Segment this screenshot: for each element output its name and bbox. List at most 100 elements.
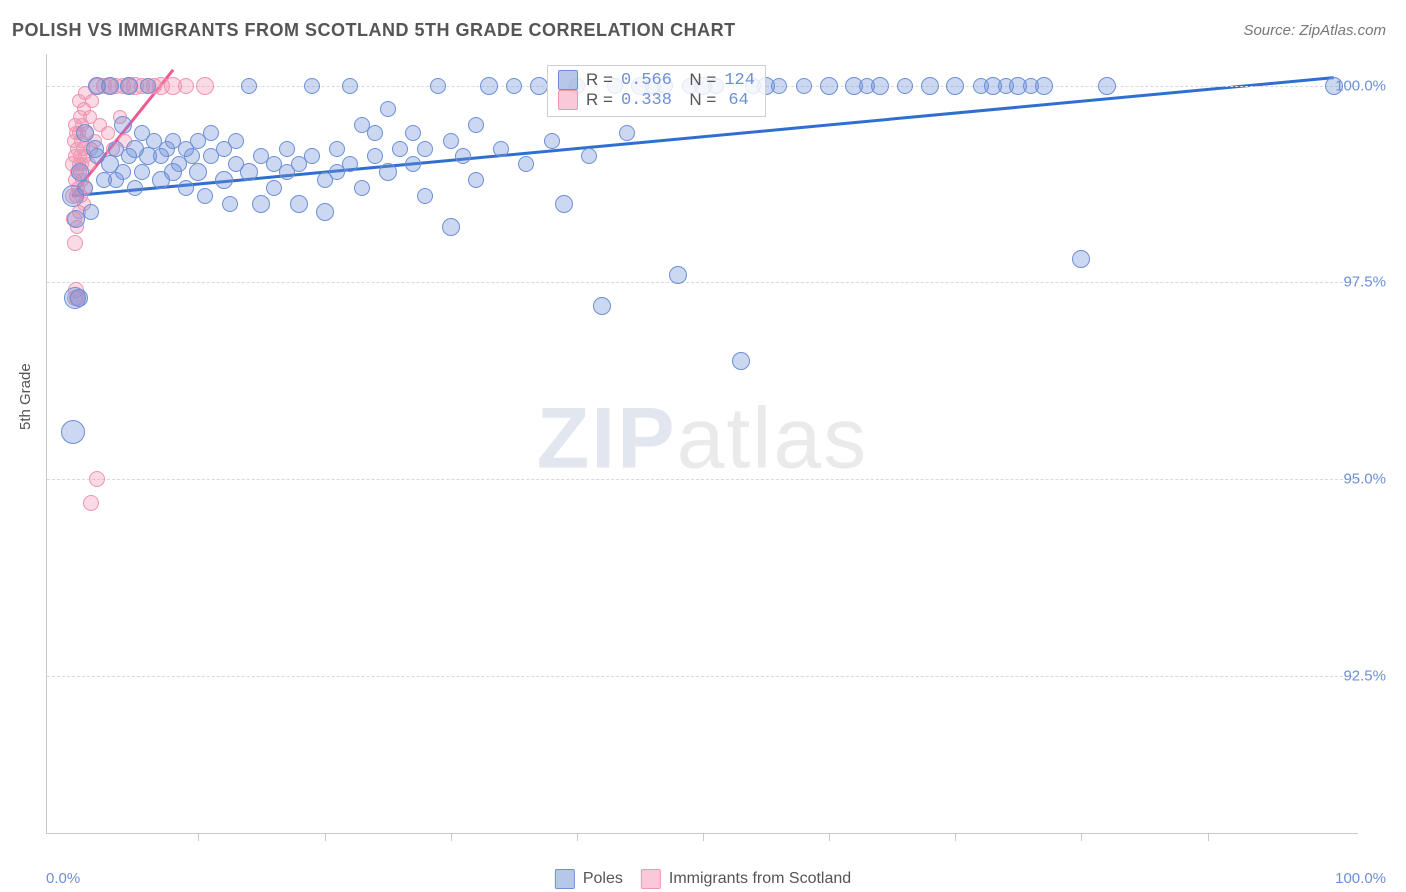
data-point	[1072, 250, 1090, 268]
watermark-part2: atlas	[677, 390, 869, 486]
y-axis-label: 5th Grade	[17, 363, 34, 430]
data-point	[405, 125, 421, 141]
data-point	[921, 77, 939, 95]
data-point	[197, 188, 213, 204]
data-point	[897, 78, 913, 94]
data-point	[329, 141, 345, 157]
data-point	[228, 133, 244, 149]
data-point	[619, 125, 635, 141]
data-point	[83, 495, 99, 511]
data-point	[820, 77, 838, 95]
x-tick	[1208, 833, 1209, 841]
data-point	[480, 77, 498, 95]
data-point	[367, 148, 383, 164]
data-point	[443, 133, 459, 149]
legend-r-label: R =	[586, 70, 613, 90]
grid-line	[47, 479, 1358, 480]
data-point	[70, 289, 88, 307]
legend-r-label: R =	[586, 90, 613, 110]
y-tick-label: 95.0%	[1343, 471, 1386, 488]
data-point	[417, 141, 433, 157]
legend-blue-label: Poles	[583, 870, 623, 888]
data-point	[946, 77, 964, 95]
legend-blue-n: 124	[724, 71, 755, 90]
data-point	[134, 164, 150, 180]
data-point	[593, 297, 611, 315]
data-point	[140, 78, 156, 94]
data-point	[85, 94, 99, 108]
x-tick	[1081, 833, 1082, 841]
data-point	[342, 78, 358, 94]
grid-line	[47, 282, 1358, 283]
data-point	[61, 420, 85, 444]
x-tick	[198, 833, 199, 841]
data-point	[203, 125, 219, 141]
data-point	[392, 141, 408, 157]
data-point	[493, 141, 509, 157]
data-point	[581, 148, 597, 164]
data-point	[114, 116, 132, 134]
data-point	[669, 266, 687, 284]
data-point	[1035, 77, 1053, 95]
data-point	[732, 352, 750, 370]
data-point	[240, 163, 258, 181]
data-point	[178, 180, 194, 196]
chart-title: POLISH VS IMMIGRANTS FROM SCOTLAND 5TH G…	[12, 20, 736, 41]
data-point	[83, 204, 99, 220]
data-point	[417, 188, 433, 204]
data-point	[67, 235, 83, 251]
legend-stats-row-blue: R = 0.566 N = 124	[558, 70, 755, 90]
legend-n-label: N =	[680, 90, 716, 110]
data-point	[342, 156, 358, 172]
legend-item-blue: Poles	[555, 869, 623, 889]
data-point	[455, 148, 471, 164]
legend-pink-r: 0.338	[621, 91, 672, 110]
y-tick-label: 97.5%	[1343, 274, 1386, 291]
swatch-blue-icon	[558, 70, 578, 90]
x-tick	[955, 833, 956, 841]
data-point	[120, 77, 138, 95]
data-point	[405, 156, 421, 172]
data-point	[796, 78, 812, 94]
data-point	[530, 77, 548, 95]
data-point	[279, 141, 295, 157]
data-point	[115, 164, 131, 180]
legend-pink-label: Immigrants from Scotland	[669, 870, 851, 888]
data-point	[67, 210, 85, 228]
data-point	[555, 195, 573, 213]
data-point	[468, 117, 484, 133]
data-point	[77, 180, 93, 196]
data-point	[222, 196, 238, 212]
legend-blue-r: 0.566	[621, 71, 672, 90]
data-point	[506, 78, 522, 94]
scatter-plot: ZIPatlas	[46, 54, 1358, 834]
data-point	[379, 163, 397, 181]
data-point	[266, 180, 282, 196]
x-tick	[829, 833, 830, 841]
watermark: ZIPatlas	[537, 389, 868, 488]
swatch-pink-icon	[641, 869, 661, 889]
swatch-blue-icon	[555, 869, 575, 889]
y-tick-label: 100.0%	[1335, 77, 1386, 94]
data-point	[430, 78, 446, 94]
data-point	[442, 218, 460, 236]
grid-line	[47, 676, 1358, 677]
x-tick	[451, 833, 452, 841]
data-point	[196, 77, 214, 95]
data-point	[354, 180, 370, 196]
x-tick	[577, 833, 578, 841]
data-point	[518, 156, 534, 172]
swatch-pink-icon	[558, 90, 578, 110]
data-point	[304, 78, 320, 94]
data-point	[544, 133, 560, 149]
data-point	[89, 471, 105, 487]
legend-n-label: N =	[680, 70, 716, 90]
legend-stats-row-pink: R = 0.338 N = 64	[558, 90, 755, 110]
data-point	[178, 78, 194, 94]
data-point	[1098, 77, 1116, 95]
data-point	[316, 203, 334, 221]
legend-series: Poles Immigrants from Scotland	[555, 869, 851, 889]
legend-stats: R = 0.566 N = 124 R = 0.338 N = 64	[547, 65, 766, 117]
data-point	[252, 195, 270, 213]
data-point	[71, 163, 89, 181]
